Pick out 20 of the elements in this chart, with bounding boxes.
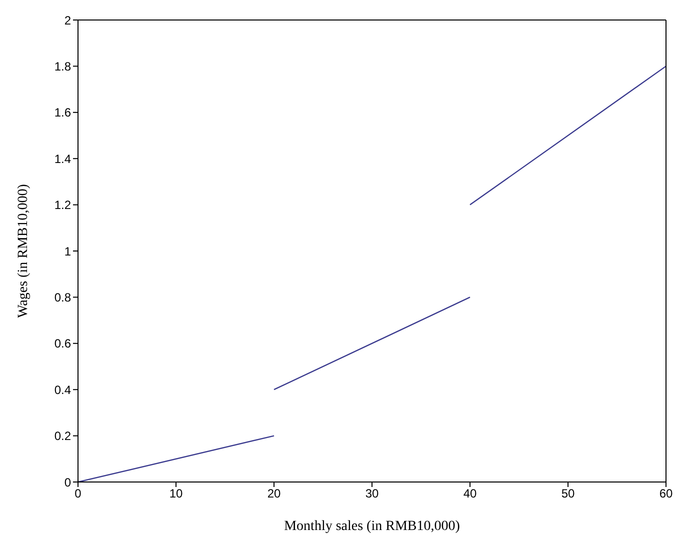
y-tick-label: 0.4 (54, 382, 72, 397)
x-tick-label: 60 (659, 486, 673, 501)
x-tick-label: 50 (561, 486, 575, 501)
y-axis-title: Wages (in RMB10,000) (16, 184, 31, 318)
x-tick-label: 20 (267, 486, 281, 501)
x-tick-label: 10 (169, 486, 183, 501)
y-tick-label: 1.8 (54, 59, 72, 74)
y-tick-label: 1.2 (54, 198, 72, 212)
y-tick-label: 1.4 (54, 152, 72, 166)
x-tick-label: 0 (74, 486, 82, 501)
y-tick-label: 0.2 (54, 429, 72, 444)
y-tick-label: 0.6 (54, 336, 72, 351)
y-tick-label: 0.8 (54, 290, 72, 304)
y-tick-label: 2 (64, 13, 72, 28)
x-tick-label: 30 (365, 486, 379, 501)
y-tick-label: 0 (64, 475, 72, 490)
y-tick-label: 1.6 (54, 106, 72, 120)
x-axis-title: Monthly sales (in RMB10,000) (284, 519, 460, 534)
y-tick-label: 1 (64, 244, 72, 258)
x-tick-label: 40 (463, 486, 477, 501)
